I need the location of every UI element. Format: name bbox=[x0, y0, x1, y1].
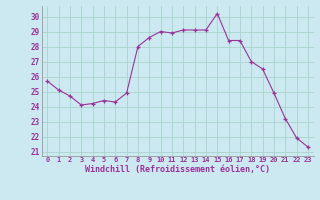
X-axis label: Windchill (Refroidissement éolien,°C): Windchill (Refroidissement éolien,°C) bbox=[85, 165, 270, 174]
